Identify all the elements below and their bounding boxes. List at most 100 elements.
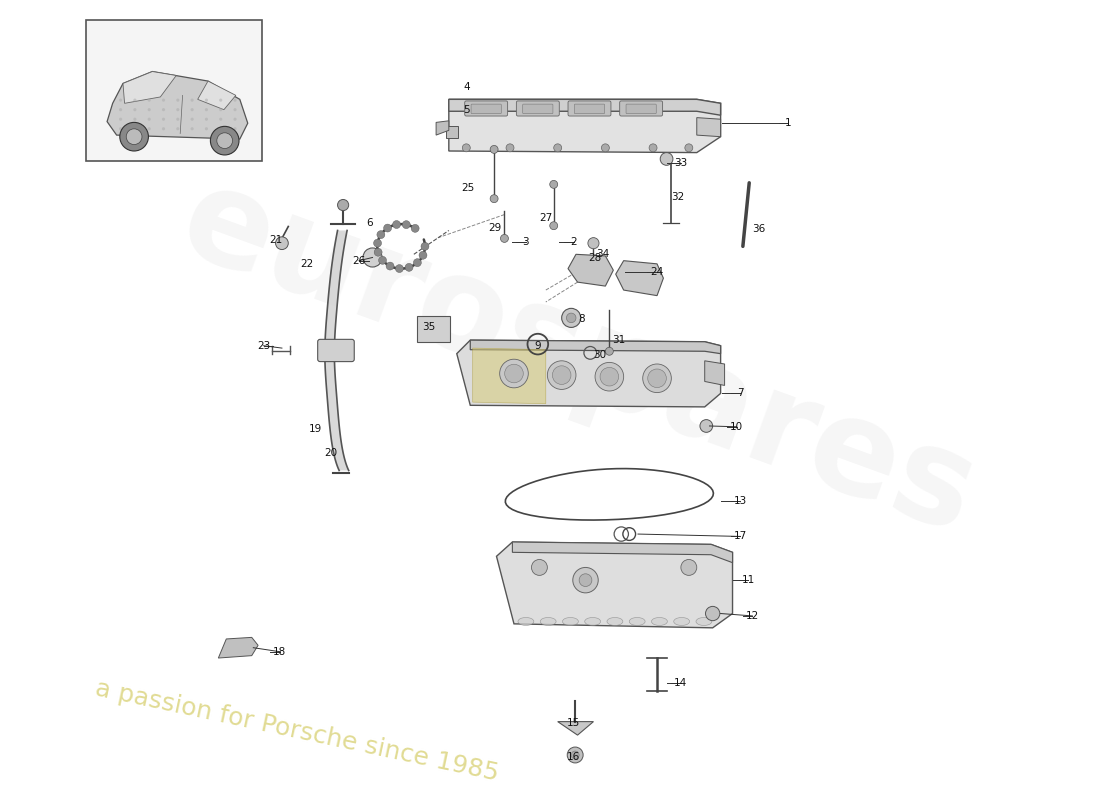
Text: 2: 2 xyxy=(570,238,576,247)
Polygon shape xyxy=(496,542,733,628)
FancyBboxPatch shape xyxy=(574,104,605,114)
Polygon shape xyxy=(123,71,176,103)
Polygon shape xyxy=(558,722,594,735)
Circle shape xyxy=(374,239,382,247)
Circle shape xyxy=(190,108,194,111)
Circle shape xyxy=(580,574,592,586)
Circle shape xyxy=(176,127,179,130)
Circle shape xyxy=(176,118,179,121)
FancyBboxPatch shape xyxy=(318,339,354,362)
Text: 23: 23 xyxy=(257,341,271,350)
Circle shape xyxy=(587,238,600,249)
Polygon shape xyxy=(568,254,614,286)
Ellipse shape xyxy=(673,618,690,626)
Text: 15: 15 xyxy=(566,718,580,728)
Text: 12: 12 xyxy=(746,611,759,621)
Circle shape xyxy=(233,98,236,102)
Polygon shape xyxy=(471,340,720,354)
FancyBboxPatch shape xyxy=(516,101,559,116)
Circle shape xyxy=(384,224,392,232)
Circle shape xyxy=(550,181,558,188)
Text: 20: 20 xyxy=(324,448,338,458)
Polygon shape xyxy=(107,71,248,139)
Circle shape xyxy=(133,118,136,121)
Text: 7: 7 xyxy=(737,388,744,398)
Circle shape xyxy=(562,308,581,327)
Circle shape xyxy=(219,98,222,102)
Text: 25: 25 xyxy=(461,183,474,194)
Text: 4: 4 xyxy=(463,82,470,93)
Text: 21: 21 xyxy=(268,235,283,245)
Circle shape xyxy=(120,122,148,151)
Circle shape xyxy=(386,262,394,270)
Circle shape xyxy=(162,127,165,130)
Text: 32: 32 xyxy=(671,192,684,202)
Circle shape xyxy=(705,606,719,621)
Circle shape xyxy=(568,747,583,763)
Circle shape xyxy=(500,234,508,242)
Circle shape xyxy=(374,248,382,256)
Circle shape xyxy=(419,251,427,259)
Circle shape xyxy=(147,108,151,111)
Ellipse shape xyxy=(629,618,645,626)
Circle shape xyxy=(133,127,136,130)
Circle shape xyxy=(411,224,419,232)
Circle shape xyxy=(566,313,576,322)
Circle shape xyxy=(414,258,421,266)
Text: 10: 10 xyxy=(730,422,744,432)
Polygon shape xyxy=(473,348,546,404)
Text: 33: 33 xyxy=(674,158,688,168)
Ellipse shape xyxy=(518,618,534,626)
Polygon shape xyxy=(705,361,725,386)
Polygon shape xyxy=(447,126,459,138)
Circle shape xyxy=(162,118,165,121)
Text: a passion for Porsche since 1985: a passion for Porsche since 1985 xyxy=(92,677,500,786)
Circle shape xyxy=(363,248,382,267)
Circle shape xyxy=(393,221,400,229)
Circle shape xyxy=(176,98,179,102)
Circle shape xyxy=(133,98,136,102)
Text: 30: 30 xyxy=(593,350,606,360)
FancyBboxPatch shape xyxy=(87,20,262,162)
Text: 19: 19 xyxy=(309,424,322,434)
Text: 9: 9 xyxy=(535,341,541,350)
Circle shape xyxy=(162,98,165,102)
Text: 3: 3 xyxy=(522,238,529,247)
FancyBboxPatch shape xyxy=(619,101,662,116)
Circle shape xyxy=(126,129,142,145)
Circle shape xyxy=(548,361,576,390)
Polygon shape xyxy=(513,542,733,562)
Circle shape xyxy=(505,364,524,383)
Circle shape xyxy=(276,237,288,250)
Circle shape xyxy=(602,144,609,152)
Circle shape xyxy=(119,118,122,121)
Circle shape xyxy=(403,221,410,229)
Text: 11: 11 xyxy=(741,575,755,585)
Circle shape xyxy=(219,118,222,121)
Text: 35: 35 xyxy=(422,322,436,333)
Text: 1: 1 xyxy=(785,118,792,128)
Circle shape xyxy=(553,144,562,152)
Circle shape xyxy=(233,127,236,130)
Circle shape xyxy=(681,559,696,575)
Circle shape xyxy=(660,153,673,166)
Text: 13: 13 xyxy=(734,496,747,506)
Circle shape xyxy=(700,420,713,432)
Circle shape xyxy=(133,108,136,111)
Circle shape xyxy=(601,367,618,386)
Circle shape xyxy=(205,98,208,102)
Text: 16: 16 xyxy=(566,751,580,762)
Text: 17: 17 xyxy=(734,531,747,542)
Text: 29: 29 xyxy=(488,223,502,233)
Circle shape xyxy=(462,144,471,152)
Circle shape xyxy=(217,133,232,149)
Text: 22: 22 xyxy=(300,259,313,269)
Text: 6: 6 xyxy=(366,218,373,227)
Circle shape xyxy=(642,364,671,393)
Circle shape xyxy=(176,108,179,111)
Text: 5: 5 xyxy=(463,105,470,114)
Ellipse shape xyxy=(607,618,623,626)
Ellipse shape xyxy=(696,618,712,626)
Circle shape xyxy=(147,118,151,121)
FancyBboxPatch shape xyxy=(464,101,507,116)
